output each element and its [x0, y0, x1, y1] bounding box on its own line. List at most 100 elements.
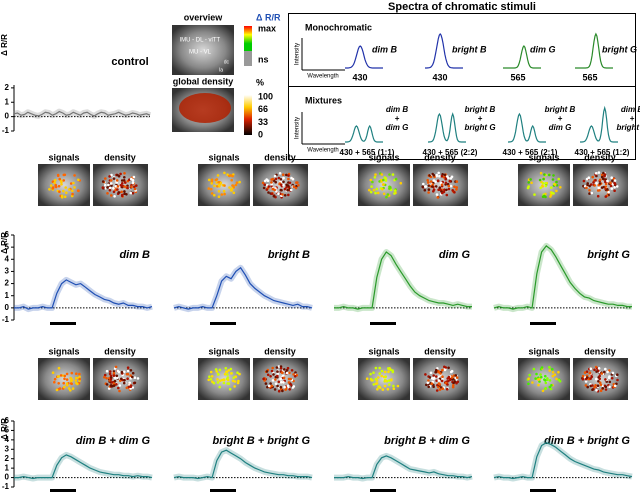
image-dot	[115, 374, 119, 378]
image-dot	[532, 367, 536, 371]
image-dot	[207, 187, 211, 190]
image-dot	[526, 186, 530, 190]
colorbar-ns-label: ns	[258, 54, 269, 64]
image-dot	[51, 186, 55, 189]
overview-title: overview	[184, 12, 224, 22]
image-dot	[591, 175, 594, 179]
image-dot	[105, 383, 109, 386]
spectra-ylabel: Intensity	[295, 117, 301, 139]
image-dot	[449, 378, 452, 382]
image-dot	[557, 177, 560, 181]
image-dot	[236, 381, 240, 385]
image-dot	[120, 179, 124, 182]
image-dot	[424, 185, 428, 188]
image-dot	[551, 374, 555, 378]
image-dot	[282, 376, 286, 380]
image-dot	[131, 371, 135, 375]
image-dot	[277, 176, 281, 180]
wavelength-label: 565	[582, 72, 597, 82]
image-dot	[109, 179, 113, 182]
spectrum-curve	[580, 105, 618, 143]
image-dot	[65, 191, 68, 194]
image-dot	[376, 191, 380, 195]
image-dot	[210, 178, 214, 181]
image-dot	[439, 188, 442, 192]
chart-title: dim G	[439, 249, 471, 261]
image-dot	[378, 366, 382, 370]
image-dot	[440, 377, 444, 381]
image-dot	[275, 366, 279, 369]
density-tick-label: 66	[258, 104, 268, 114]
image-dot	[266, 373, 270, 377]
image-dot	[229, 188, 233, 192]
image-dot	[62, 179, 65, 182]
image-dot	[228, 387, 232, 391]
image-dot	[432, 374, 436, 377]
image-dot	[125, 372, 129, 376]
line	[334, 251, 472, 310]
image-dot	[595, 389, 598, 392]
image-dot	[447, 184, 451, 188]
image-dot	[132, 175, 136, 179]
image-dot	[383, 176, 387, 179]
stimulus-bar	[530, 489, 556, 492]
image-dot	[282, 176, 285, 180]
image-dot	[550, 384, 553, 387]
image-dot	[213, 193, 216, 197]
image-dot	[116, 185, 120, 188]
image-dot	[234, 375, 238, 379]
density-tick-label: 100	[258, 91, 273, 101]
image-dot	[604, 367, 607, 371]
image-dot	[555, 180, 558, 184]
image-dot	[109, 378, 113, 381]
image-dot	[133, 185, 136, 189]
image-dot	[428, 174, 431, 177]
image-dot	[101, 180, 105, 183]
image-dot	[548, 173, 551, 177]
image-dot	[541, 182, 545, 185]
image-dot	[217, 373, 220, 376]
image-dot	[593, 368, 596, 372]
image-dot	[590, 191, 594, 195]
image-dot	[217, 181, 220, 184]
stimulus-bar	[370, 489, 396, 492]
image-label: density	[424, 346, 456, 356]
image-label: signals	[528, 346, 559, 356]
image-dot	[104, 177, 107, 180]
image-dot	[103, 373, 107, 377]
image-dot	[276, 372, 280, 376]
image-dot	[131, 178, 135, 182]
image-dot	[209, 378, 213, 381]
stimulus-label: +	[478, 114, 483, 123]
spectrum-curve	[575, 32, 613, 69]
image-dot	[65, 372, 69, 376]
image-dot	[113, 195, 116, 198]
image-dot	[596, 194, 600, 198]
image-dot	[544, 381, 548, 385]
image-dot	[103, 375, 106, 379]
line-halo	[14, 276, 153, 313]
image-dot	[437, 379, 441, 382]
y-tick-label: 2	[5, 279, 10, 288]
image-dot	[596, 384, 600, 388]
stimulus-label: dim G	[386, 123, 409, 132]
image-dot	[394, 177, 398, 181]
image-dot	[537, 383, 540, 387]
image-dot	[387, 367, 390, 370]
line-halo	[14, 451, 153, 482]
image-dot	[592, 181, 595, 184]
stimulus-label: bright G	[602, 44, 637, 54]
image-dot	[374, 377, 378, 381]
image-dot	[220, 193, 224, 196]
image-dot	[601, 384, 605, 388]
image-dot	[604, 385, 608, 389]
image-dot	[544, 181, 548, 185]
image-dot	[445, 188, 448, 192]
image-dot	[374, 366, 378, 370]
line	[14, 279, 153, 310]
image-dot	[548, 366, 551, 369]
spectra-xlabel: Wavelength	[307, 74, 338, 80]
image-dot	[72, 181, 75, 185]
image-dot	[447, 366, 450, 370]
